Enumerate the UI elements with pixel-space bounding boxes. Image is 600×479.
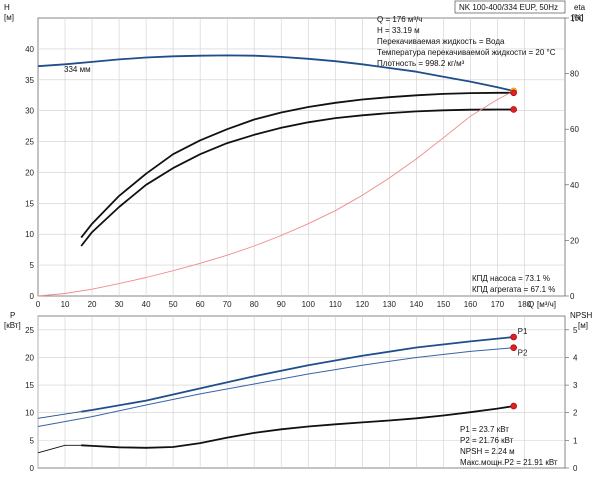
x-tick-label: 10 — [61, 300, 70, 309]
lower-y-left-tick-label: 20 — [25, 353, 34, 362]
x-tick-label: 50 — [169, 300, 178, 309]
lower-y-left-unit: [кВт] — [4, 321, 21, 330]
model-title: NK 100-400/334 EUP, 50Hz — [459, 3, 558, 12]
series-label: P2 — [518, 349, 528, 358]
operating-point — [510, 344, 517, 352]
power-info: P1 = 23.7 кВт P2 = 21.76 кВт NPSH = 2.24… — [460, 425, 558, 467]
x-tick-label: 0 — [36, 300, 41, 309]
upper-y-right-title: eta — [574, 3, 586, 12]
y-left-tick-label: 30 — [25, 107, 34, 116]
lower-y-right-tick-label: 1 — [573, 436, 578, 445]
info-line: H = 33.19 м — [377, 26, 420, 35]
curve-label: 334 мм — [64, 65, 91, 74]
x-tick-label: 30 — [115, 300, 124, 309]
x-tick-label: 180 — [518, 300, 532, 309]
series-labels: P1 P2 — [518, 327, 528, 358]
x-tick-label: 110 — [329, 300, 342, 309]
operating-point — [510, 89, 517, 97]
x-tick-label: 160 — [464, 300, 478, 309]
x-tick-label: 150 — [437, 300, 451, 309]
upper-y-left-unit: [м] — [4, 13, 14, 22]
y-left-tick-label: 5 — [30, 261, 35, 270]
x-tick-label: 140 — [410, 300, 424, 309]
lower-y-right-tick-label: 3 — [573, 381, 578, 390]
x-tick-label: 20 — [88, 300, 97, 309]
y-right-tick-label: 0 — [570, 292, 575, 301]
series-line — [37, 54, 514, 92]
grid-lines — [37, 17, 569, 469]
info-line: P2 = 21.76 кВт — [460, 436, 514, 445]
info-line: Плотность = 998.2 кг/м³ — [377, 59, 465, 68]
x-tick-label: 60 — [196, 300, 205, 309]
operating-point — [510, 333, 517, 341]
info-line: Перекачиваемая жидкость = Вода — [377, 37, 505, 46]
x-tick-label: 100 — [302, 300, 316, 309]
x-tick-label: 170 — [491, 300, 505, 309]
series-line — [37, 90, 514, 297]
y-left-tick-label: 25 — [25, 138, 34, 147]
y-left-tick-label: 10 — [25, 230, 34, 239]
y-left-tick-label: 35 — [25, 76, 34, 85]
info-line: NPSH = 2.24 м — [460, 447, 515, 456]
lower-y-right-tick-label: 2 — [573, 409, 578, 418]
info-line: Q = 176 м³/ч — [377, 15, 422, 24]
y-left-tick-label: 0 — [30, 292, 35, 301]
info-line: КПД насоса = 73.1 % — [472, 274, 550, 283]
series-line — [81, 405, 514, 449]
efficiency-info: КПД насоса = 73.1 % КПД агрегата = 67.1 … — [472, 274, 555, 294]
lower-y-right-unit: [м] — [578, 321, 588, 330]
x-tick-label: 130 — [383, 300, 397, 309]
lower-y-right-title: NPSH — [570, 311, 592, 320]
x-axis-unit: [м³/ч] — [537, 300, 556, 309]
info-line: Макс.мощн.P2 = 21.91 кВт — [460, 458, 558, 467]
operating-point — [510, 402, 517, 410]
operating-point — [510, 106, 517, 113]
lower-y-right-tick-label: 4 — [573, 353, 578, 362]
series-line — [80, 108, 514, 247]
series-line — [81, 336, 514, 413]
operating-point-info: Q = 176 м³/ч H = 33.19 м Перекачиваемая … — [377, 15, 556, 68]
y-right-tick-label: 60 — [570, 125, 579, 134]
info-line: Температура перекачиваемой жидкости = 20… — [377, 48, 556, 57]
x-tick-label: 90 — [277, 300, 286, 309]
y-left-tick-label: 15 — [25, 199, 34, 208]
lower-y-left-tick-label: 0 — [30, 464, 35, 473]
x-tick-label: 120 — [356, 300, 370, 309]
lower-y-right-tick-label: 0 — [573, 464, 578, 473]
series-line — [80, 91, 514, 239]
lower-y-left-tick-label: 25 — [25, 326, 34, 335]
upper-y-left-title: H — [4, 3, 10, 12]
y-left-tick-label: 20 — [25, 168, 34, 177]
x-axis-label: Q — [528, 300, 534, 309]
lower-y-left-tick-label: 10 — [25, 409, 34, 418]
y-left-tick-label: 40 — [25, 45, 34, 54]
lower-plot-area — [37, 315, 566, 469]
lower-y-left-tick-label: 15 — [25, 381, 34, 390]
x-tick-label: 40 — [142, 300, 151, 309]
y-right-tick-label: 80 — [570, 70, 579, 79]
series-label: P1 — [518, 327, 528, 336]
lower-y-left-tick-label: 5 — [30, 436, 35, 445]
lower-y-right-tick-label: 5 — [573, 326, 578, 335]
series-line-thin — [37, 444, 82, 454]
upper-y-right-unit: [%] — [572, 13, 584, 22]
series-line-thin — [37, 411, 82, 419]
lower-y-left-title: P — [10, 311, 15, 320]
data-series — [37, 54, 514, 454]
info-line: P1 = 23.7 кВт — [460, 425, 509, 434]
y-right-tick-label: 100 — [570, 14, 584, 23]
model-title-box: NK 100-400/334 EUP, 50Hz — [454, 0, 566, 14]
info-line: КПД агрегата = 67.1 % — [472, 285, 555, 294]
series-line — [37, 347, 514, 427]
x-tick-label: 70 — [223, 300, 232, 309]
y-right-tick-label: 40 — [570, 181, 579, 190]
x-tick-label: 80 — [250, 300, 259, 309]
y-right-tick-label: 20 — [570, 236, 579, 245]
operating-points — [510, 87, 517, 410]
upper-plot-area — [37, 17, 566, 297]
